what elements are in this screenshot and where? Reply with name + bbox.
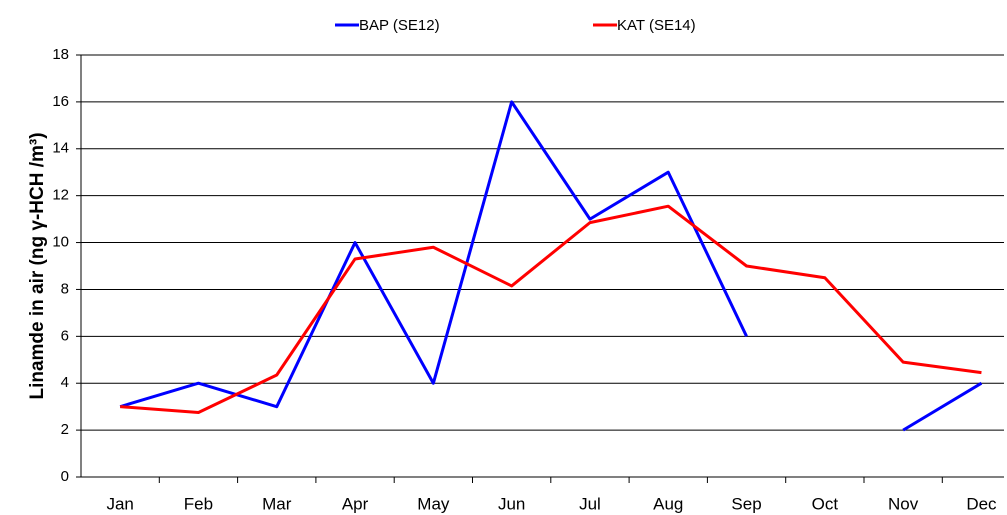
x-tick-label: May [417, 494, 450, 513]
x-tick-label: Dec [966, 494, 997, 513]
y-tick-label: 2 [61, 421, 69, 438]
y-tick-label: 12 [52, 187, 69, 204]
legend-label: KAT (SE14) [617, 17, 696, 34]
y-tick-label: 6 [61, 327, 69, 344]
y-tick-label: 16 [52, 93, 69, 110]
series-line [119, 100, 983, 432]
y-tick-label: 10 [52, 234, 69, 251]
x-tick-label: Jun [498, 494, 525, 513]
legend-label: BAP (SE12) [359, 17, 440, 34]
y-tick-label: 0 [61, 468, 69, 485]
x-tick-label: Feb [184, 494, 213, 513]
x-tick-label: Sep [731, 494, 761, 513]
series-line [120, 204, 982, 415]
x-tick-label: Nov [888, 494, 919, 513]
y-tick-label: 18 [52, 46, 69, 63]
y-tick-label: 4 [61, 374, 69, 391]
x-tick-label: Apr [342, 494, 369, 513]
y-axis-label: Linamde in air (ng γ-HCH /m³) [27, 132, 48, 399]
x-tick-label: Oct [812, 494, 839, 513]
y-tick-label: 14 [52, 140, 69, 157]
y-tick-label: 8 [61, 280, 69, 297]
x-tick-label: Aug [653, 494, 683, 513]
x-tick-label: Jul [579, 494, 601, 513]
x-tick-label: Jan [106, 494, 133, 513]
x-tick-label: Mar [262, 494, 292, 513]
